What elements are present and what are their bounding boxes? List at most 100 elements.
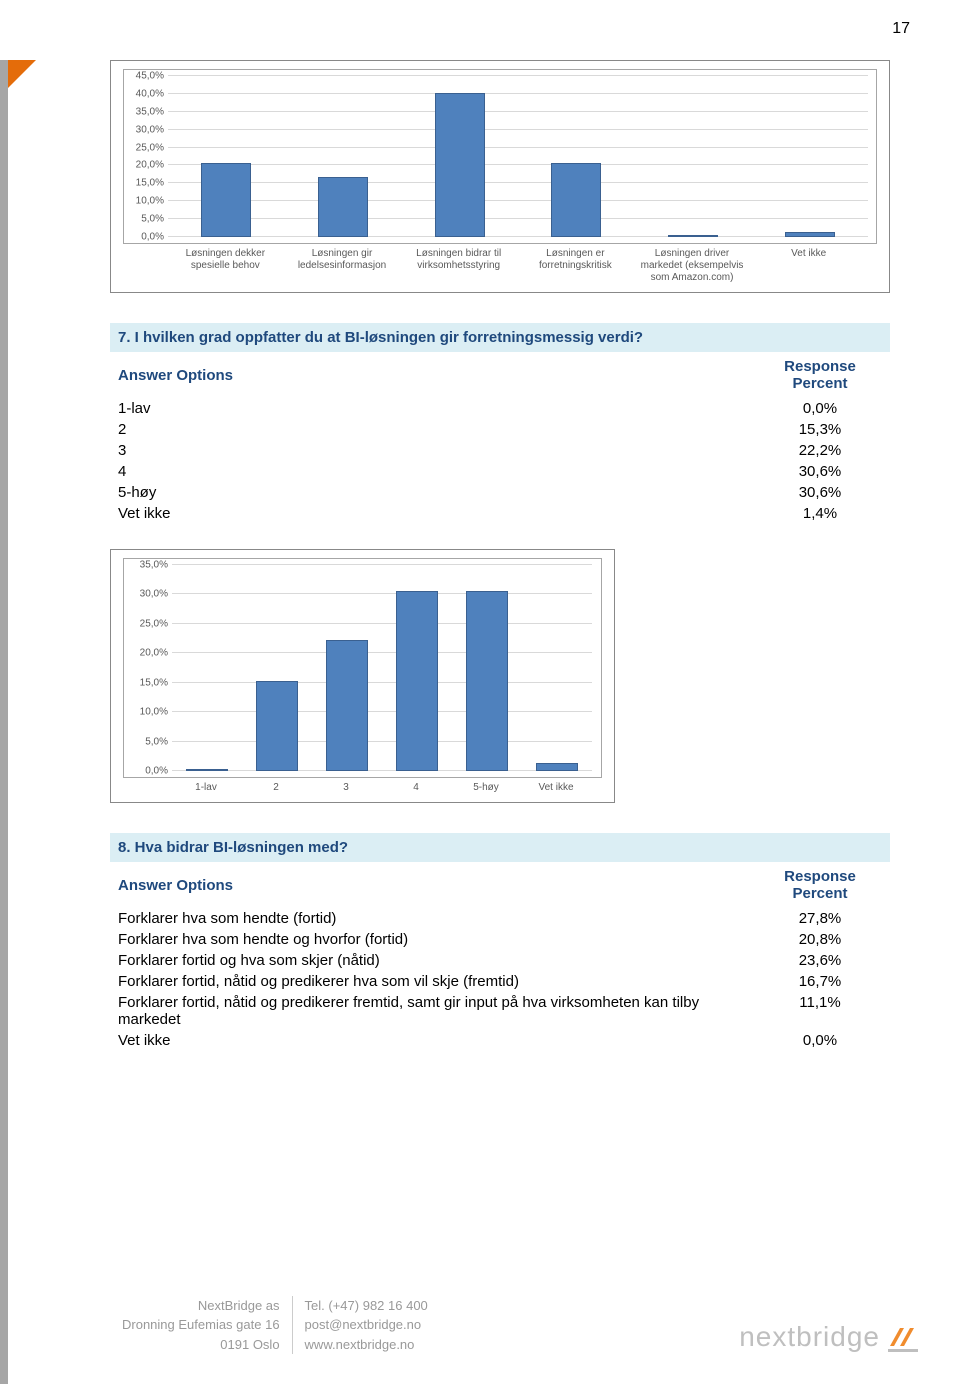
chart-bar xyxy=(466,591,508,771)
logo-icon xyxy=(886,1320,920,1354)
chart1-area: 0,0%5,0%10,0%15,0%20,0%25,0%30,0%35,0%40… xyxy=(123,69,877,244)
table-row: Forklarer fortid og hva som skjer (nåtid… xyxy=(110,950,890,971)
y-tick-label: 35,0% xyxy=(140,560,168,571)
y-tick-label: 10,0% xyxy=(140,707,168,718)
x-tick-label: 3 xyxy=(311,778,381,798)
chart2-xlabels: 1-lav2345-høyVet ikke xyxy=(171,778,591,798)
x-tick-label: Løsningen driver markedet (eksempelvis s… xyxy=(634,244,751,288)
q7-title: 7. I hvilken grad oppfatter du at BI-løs… xyxy=(110,323,890,352)
footer-company: NextBridge as xyxy=(122,1296,280,1316)
q7-header-right: Response Percent xyxy=(750,352,890,398)
y-tick-label: 25,0% xyxy=(140,618,168,629)
y-tick-label: 30,0% xyxy=(136,124,164,135)
y-tick-label: 20,0% xyxy=(136,160,164,171)
x-tick-label: 5-høy xyxy=(451,778,521,798)
q7-block: 7. I hvilken grad oppfatter du at BI-løs… xyxy=(110,323,890,524)
answer-option-value: 16,7% xyxy=(750,971,890,992)
footer-address2: 0191 Oslo xyxy=(122,1335,280,1355)
chart-bar xyxy=(396,591,438,771)
chart-bar xyxy=(201,163,251,237)
y-tick-label: 10,0% xyxy=(136,196,164,207)
x-tick-label: Løsningen bidrar til virksomhetsstyring xyxy=(400,244,517,288)
chart-bar xyxy=(536,763,578,771)
answer-option-value: 1,4% xyxy=(750,503,890,524)
table-row: Forklarer fortid, nåtid og predikerer hv… xyxy=(110,971,890,992)
table-row: 215,3% xyxy=(110,419,890,440)
answer-option-label: Vet ikke xyxy=(110,1030,750,1051)
chart-bar xyxy=(318,177,368,237)
y-tick-label: 30,0% xyxy=(140,589,168,600)
answer-option-value: 11,1% xyxy=(750,992,890,1030)
table-row: Vet ikke1,4% xyxy=(110,503,890,524)
x-tick-label: 1-lav xyxy=(171,778,241,798)
x-tick-label: Løsningen gir ledelsesinformasjon xyxy=(284,244,401,288)
table-row: 430,6% xyxy=(110,461,890,482)
chart2-area: 0,0%5,0%10,0%15,0%20,0%25,0%30,0%35,0% xyxy=(123,558,602,778)
chart-bar xyxy=(668,235,718,237)
answer-option-label: 5-høy xyxy=(110,482,750,503)
q8-table: Answer Options Response Percent Forklare… xyxy=(110,862,890,1051)
answer-option-value: 20,8% xyxy=(750,929,890,950)
answer-option-value: 15,3% xyxy=(750,419,890,440)
x-tick-label: Løsningen dekker spesielle behov xyxy=(167,244,284,288)
x-tick-label: Løsningen er forretningskritisk xyxy=(517,244,634,288)
footer: NextBridge as Dronning Eufemias gate 16 … xyxy=(110,1296,920,1355)
chart-bar xyxy=(256,681,298,771)
y-tick-label: 15,0% xyxy=(140,677,168,688)
y-tick-label: 40,0% xyxy=(136,88,164,99)
side-strip xyxy=(0,60,8,1384)
answer-option-value: 30,6% xyxy=(750,461,890,482)
answer-option-label: 3 xyxy=(110,440,750,461)
y-tick-label: 0,0% xyxy=(141,232,164,243)
answer-option-label: Forklarer fortid og hva som skjer (nåtid… xyxy=(110,950,750,971)
chart-bar xyxy=(551,163,601,237)
x-tick-label: Vet ikke xyxy=(750,244,867,288)
corner-accent xyxy=(8,60,36,88)
answer-option-label: Vet ikke xyxy=(110,503,750,524)
answer-option-label: 1-lav xyxy=(110,398,750,419)
logo-text: nextbridge xyxy=(739,1321,880,1353)
x-tick-label: 4 xyxy=(381,778,451,798)
x-tick-label: Vet ikke xyxy=(521,778,591,798)
answer-option-label: 4 xyxy=(110,461,750,482)
table-row: Forklarer hva som hendte og hvorfor (for… xyxy=(110,929,890,950)
answer-option-label: Forklarer fortid, nåtid og predikerer hv… xyxy=(110,971,750,992)
footer-web: www.nextbridge.no xyxy=(305,1335,428,1355)
page-content: 0,0%5,0%10,0%15,0%20,0%25,0%30,0%35,0%40… xyxy=(110,60,890,1076)
table-row: 5-høy30,6% xyxy=(110,482,890,503)
table-row: 1-lav0,0% xyxy=(110,398,890,419)
y-tick-label: 25,0% xyxy=(136,142,164,153)
y-tick-label: 45,0% xyxy=(136,71,164,82)
chart1-box: 0,0%5,0%10,0%15,0%20,0%25,0%30,0%35,0%40… xyxy=(110,60,890,293)
answer-option-label: Forklarer fortid, nåtid og predikerer fr… xyxy=(110,992,750,1030)
table-row: 322,2% xyxy=(110,440,890,461)
chart-bar xyxy=(435,93,485,237)
answer-option-value: 23,6% xyxy=(750,950,890,971)
logo: nextbridge xyxy=(739,1320,920,1354)
answer-option-label: 2 xyxy=(110,419,750,440)
footer-tel: Tel. (+47) 982 16 400 xyxy=(305,1296,428,1316)
chart1-xlabels: Løsningen dekker spesielle behovLøsninge… xyxy=(167,244,867,288)
answer-option-value: 30,6% xyxy=(750,482,890,503)
answer-option-value: 0,0% xyxy=(750,1030,890,1051)
footer-col-left: NextBridge as Dronning Eufemias gate 16 … xyxy=(110,1296,293,1355)
answer-option-label: Forklarer hva som hendte og hvorfor (for… xyxy=(110,929,750,950)
footer-columns: NextBridge as Dronning Eufemias gate 16 … xyxy=(110,1296,440,1355)
footer-address1: Dronning Eufemias gate 16 xyxy=(122,1315,280,1335)
q7-header-left: Answer Options xyxy=(110,352,750,398)
answer-option-value: 22,2% xyxy=(750,440,890,461)
answer-option-label: Forklarer hva som hendte (fortid) xyxy=(110,908,750,929)
chart2-box: 0,0%5,0%10,0%15,0%20,0%25,0%30,0%35,0% 1… xyxy=(110,549,615,803)
y-tick-label: 5,0% xyxy=(145,736,168,747)
q8-block: 8. Hva bidrar BI-løsningen med? Answer O… xyxy=(110,833,890,1051)
q8-header-right: Response Percent xyxy=(750,862,890,908)
y-tick-label: 35,0% xyxy=(136,106,164,117)
table-row: Forklarer fortid, nåtid og predikerer fr… xyxy=(110,992,890,1030)
footer-email: post@nextbridge.no xyxy=(305,1315,428,1335)
page-number: 17 xyxy=(892,20,910,38)
x-tick-label: 2 xyxy=(241,778,311,798)
table-row: Vet ikke0,0% xyxy=(110,1030,890,1051)
chart-bar xyxy=(326,640,368,771)
y-tick-label: 15,0% xyxy=(136,178,164,189)
y-tick-label: 0,0% xyxy=(145,766,168,777)
